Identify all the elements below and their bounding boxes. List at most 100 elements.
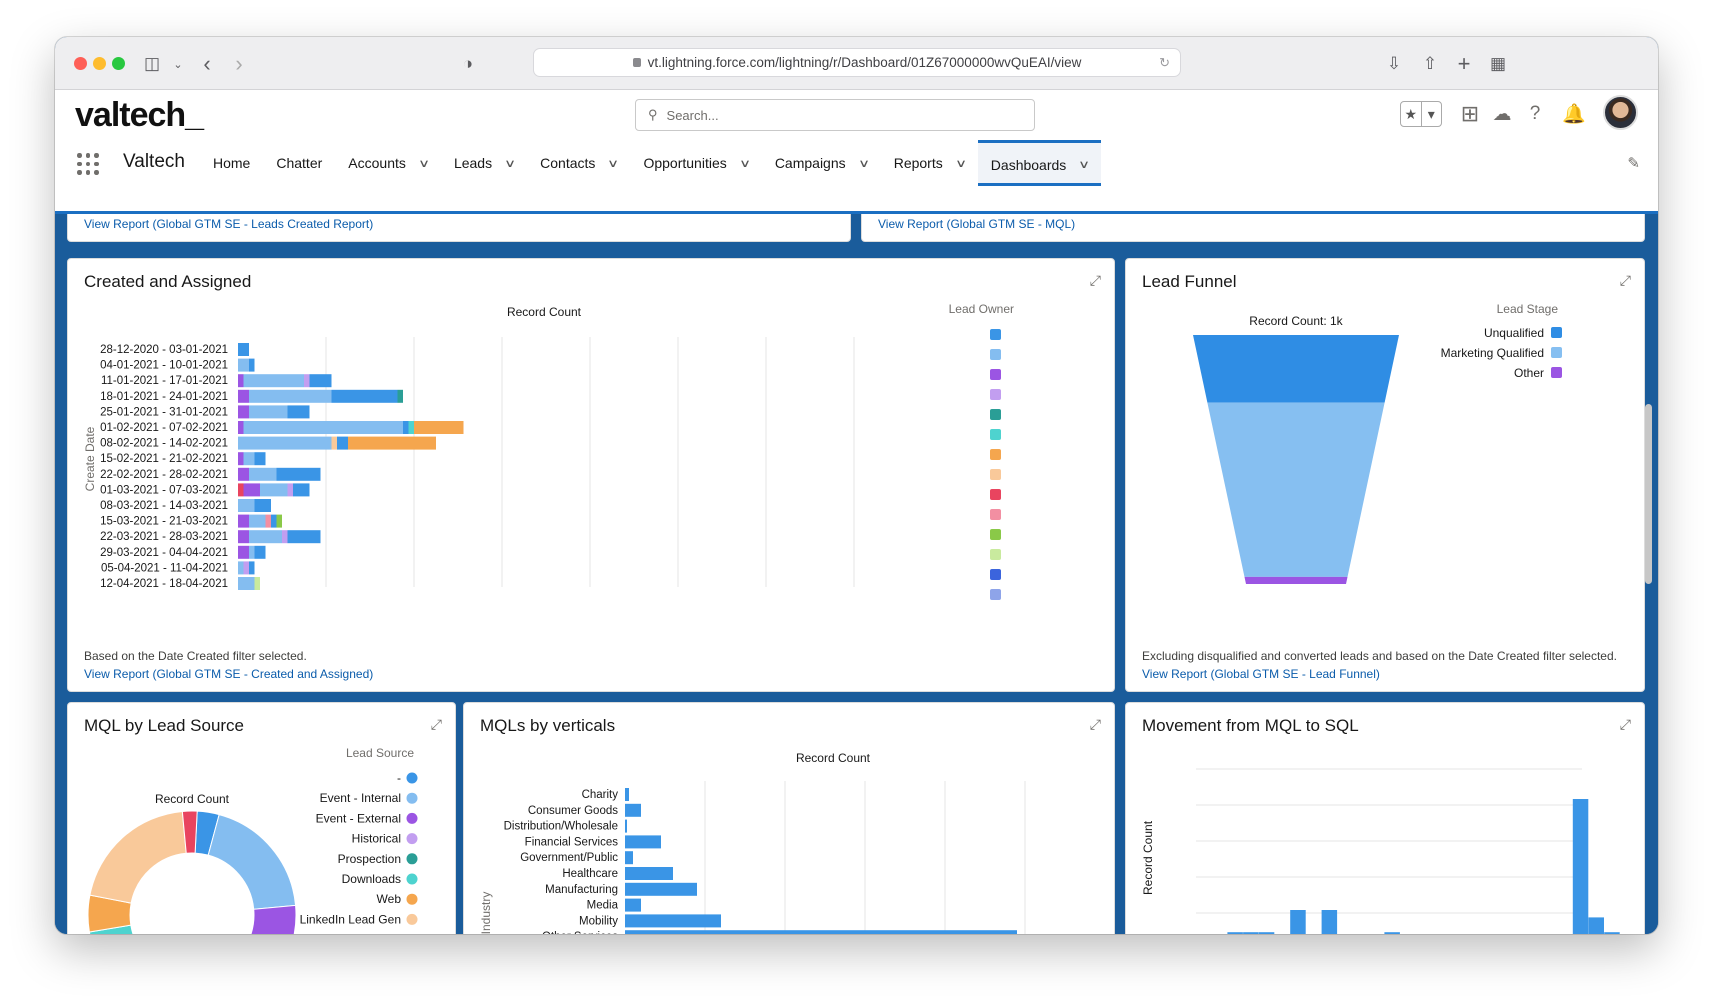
mql-report-link[interactable]: View Report (Global GTM SE - MQL): [878, 217, 1076, 231]
mqls-verticals-card: MQLs by verticals ⤢ Record Count Industry…: [463, 702, 1115, 934]
lock-icon: [632, 58, 641, 67]
back-icon[interactable]: ‹: [203, 51, 211, 76]
chevron-down-icon[interactable]: ∨: [857, 157, 870, 170]
nav-tab-accounts[interactable]: Accounts ∨: [335, 140, 441, 186]
nav-tab-chatter[interactable]: Chatter: [263, 140, 335, 186]
legend-swatch: [990, 469, 1001, 480]
bar: [625, 898, 641, 912]
bar-segment: [238, 389, 249, 403]
nav-tab-opportunities[interactable]: Opportunities ∨: [630, 140, 761, 186]
bar: [1588, 917, 1604, 934]
bar-segment: [408, 421, 414, 434]
y-tick-label: Healthcare: [562, 868, 618, 880]
bar-segment: [238, 343, 249, 356]
global-search-input[interactable]: ⚲ Search...: [635, 99, 1035, 131]
dashboard-canvas: View Report (Global GTM SE - Leads Creat…: [55, 214, 1658, 934]
favorites-button[interactable]: ★ ▾: [1400, 101, 1442, 127]
expand-icon[interactable]: ⤢: [1619, 272, 1631, 288]
bar-segment: [249, 389, 332, 403]
minimize-window-button[interactable]: [93, 57, 106, 70]
bar: [625, 851, 633, 865]
bar-segment: [238, 514, 249, 528]
funnel-segment: [1193, 335, 1399, 403]
y-tick-label: Financial Services: [525, 836, 619, 848]
chevron-down-icon[interactable]: ∨: [607, 157, 620, 170]
legend-label: Prospection: [338, 852, 401, 866]
edit-nav-pencil-icon[interactable]: ✎: [1627, 155, 1640, 172]
new-tab-icon[interactable]: +: [1457, 51, 1471, 76]
download-icon[interactable]: ⇩: [1386, 54, 1402, 73]
address-bar[interactable]: vt.lightning.force.com/lightning/r/Dashb…: [533, 48, 1181, 77]
reload-icon[interactable]: ↻: [1159, 55, 1170, 70]
bar-segment: [276, 514, 282, 528]
mqls-verticals-title: MQLs by verticals: [480, 716, 616, 735]
bar-segment: [397, 389, 403, 403]
y-tick-label: 08-02-2021 - 14-02-2021: [100, 438, 228, 450]
bar-segment: [238, 405, 249, 419]
global-actions-icon[interactable]: ⊞: [1460, 101, 1480, 126]
bar-segment: [249, 545, 255, 559]
bar-segment: [282, 530, 288, 544]
zoom-window-button[interactable]: [112, 57, 125, 70]
chevron-down-icon[interactable]: ∨: [504, 157, 517, 170]
nav-tab-label: Contacts: [540, 155, 596, 171]
donut-slice: [250, 904, 297, 934]
created-assigned-report-link[interactable]: View Report (Global GTM SE - Created and…: [84, 667, 374, 681]
nav-tab-reports[interactable]: Reports ∨: [881, 140, 978, 186]
app-launcher-icon[interactable]: [77, 153, 99, 175]
chevron-down-icon[interactable]: ⌄: [173, 58, 183, 71]
expand-icon[interactable]: ⤢: [1089, 272, 1101, 288]
bar-segment: [337, 436, 348, 450]
legend-swatch: [990, 369, 1001, 380]
y-tick-label: 25-01-2021 - 31-01-2021: [100, 406, 228, 418]
lead-funnel-report-link[interactable]: View Report (Global GTM SE - Lead Funnel…: [1142, 667, 1380, 681]
nav-tab-label: Opportunities: [643, 155, 727, 171]
page-scrollbar[interactable]: [1645, 404, 1652, 584]
forward-icon[interactable]: ›: [235, 51, 243, 76]
expand-icon[interactable]: ⤢: [1089, 716, 1101, 732]
nav-tab-campaigns[interactable]: Campaigns ∨: [762, 140, 881, 186]
bar-segment: [287, 405, 310, 419]
legend-swatch: [990, 489, 1001, 500]
sidebar-toggle-icon[interactable]: ◫: [143, 54, 161, 73]
legend-swatch: [990, 409, 1001, 420]
nav-tab-leads[interactable]: Leads ∨: [441, 140, 527, 186]
notifications-bell-icon[interactable]: 🔔: [1562, 104, 1586, 125]
expand-icon[interactable]: ⤢: [1619, 716, 1631, 732]
bar-segment: [414, 421, 464, 434]
bar-segment: [331, 436, 337, 450]
movement-title: Movement from MQL to SQL: [1142, 716, 1359, 735]
bar: [625, 882, 697, 896]
legend-swatch: [406, 812, 418, 824]
trailhead-icon[interactable]: ☁: [1492, 103, 1512, 125]
y-tick-label: 01-02-2021 - 07-02-2021: [100, 422, 228, 434]
chevron-down-icon[interactable]: ∨: [738, 157, 751, 170]
close-window-button[interactable]: [74, 57, 87, 70]
legend-label: -: [397, 771, 401, 785]
chevron-down-icon[interactable]: ∨: [954, 157, 967, 170]
nav-tab-label: Dashboards: [990, 156, 1067, 173]
search-icon: ⚲: [648, 107, 658, 122]
bar-segment: [293, 483, 310, 497]
legend-swatch: [990, 529, 1001, 540]
nav-tab-dashboards[interactable]: Dashboards ∨: [977, 140, 1102, 186]
share-icon[interactable]: ⇧: [1422, 54, 1438, 73]
nav-tab-label: Leads: [453, 155, 493, 171]
x-axis-title: Record Count: [507, 305, 582, 319]
shield-icon[interactable]: ◑: [462, 54, 474, 73]
y-tick-label: 18-01-2021 - 24-01-2021: [100, 391, 228, 403]
user-avatar[interactable]: [1603, 95, 1638, 130]
legend-swatch: [406, 792, 418, 804]
bar-segment: [271, 514, 277, 528]
expand-icon[interactable]: ⤢: [430, 716, 442, 732]
nav-tab-home[interactable]: Home: [200, 140, 263, 186]
nav-tab-contacts[interactable]: Contacts ∨: [527, 140, 630, 186]
help-icon[interactable]: ?: [1529, 103, 1541, 124]
chevron-down-icon[interactable]: ∨: [417, 157, 430, 170]
tab-overview-icon[interactable]: ▦: [1489, 54, 1507, 73]
y-tick-label: Charity: [582, 789, 619, 801]
chevron-down-icon[interactable]: ∨: [1078, 159, 1091, 171]
leads-created-report-link[interactable]: View Report (Global GTM SE - Leads Creat…: [84, 217, 374, 231]
bar-segment: [238, 499, 255, 512]
y-tick-label: 28-12-2020 - 03-01-2021: [100, 344, 228, 356]
